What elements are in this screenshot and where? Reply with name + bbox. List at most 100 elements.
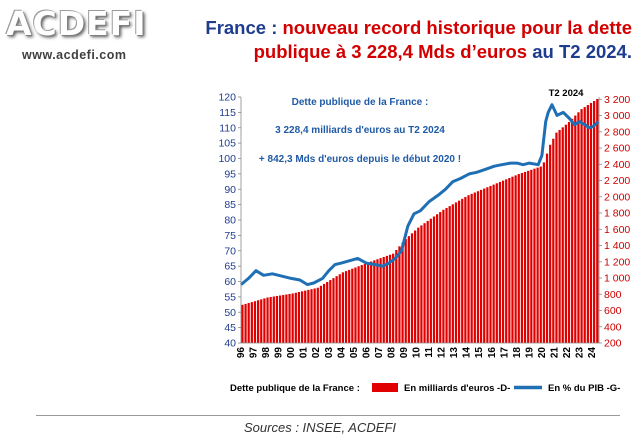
x-tick-label: 14 (462, 347, 473, 359)
debt-bar (555, 132, 558, 343)
debt-bar (379, 258, 382, 343)
legend-title: Dette publique de la France : (230, 383, 360, 394)
debt-bar (310, 289, 313, 343)
x-tick-label: 02 (311, 347, 322, 359)
debt-chart: 404550556065707580859095100105110115120 … (218, 88, 630, 394)
debt-bar (517, 174, 520, 343)
debt-bar (451, 204, 454, 343)
x-tick-label: 10 (412, 347, 423, 359)
x-tick-label: 04 (336, 347, 347, 359)
debt-bar (527, 170, 530, 343)
debt-bar (244, 303, 247, 343)
x-tick-label: 98 (261, 347, 272, 359)
debt-bar (278, 295, 282, 343)
x-tick-label: 23 (575, 347, 586, 359)
x-tick-label: 22 (562, 347, 573, 359)
debt-bar (467, 195, 470, 343)
debt-bar (313, 288, 316, 343)
debt-bar (266, 297, 269, 343)
debt-bar (275, 295, 279, 343)
annotation-line-1: Dette publique de la France : (292, 97, 429, 108)
debt-bar (574, 115, 577, 343)
right-tick-label: 400 (604, 321, 622, 333)
headline-part-3: au T2 2024. (527, 41, 632, 62)
debt-bar (363, 263, 367, 343)
right-tick-label: 3 200 (604, 94, 630, 106)
headline: France : nouveau record historique pour … (192, 16, 632, 64)
debt-bar (479, 189, 483, 343)
right-tick-label: 2 000 (604, 191, 630, 203)
debt-bar (260, 299, 263, 343)
x-tick-label: 20 (537, 347, 548, 359)
debt-bar (351, 268, 354, 343)
x-tick-label: 19 (524, 347, 535, 359)
debt-bar (508, 177, 511, 343)
x-tick-label: 17 (499, 347, 510, 359)
debt-bar (407, 236, 410, 343)
headline-part-2: nouveau record historique pour la dette … (253, 17, 632, 62)
left-tick-label: 120 (218, 92, 236, 104)
debt-bar (577, 112, 580, 343)
debt-bar (501, 180, 505, 343)
x-tick-label: 09 (399, 347, 410, 359)
debt-bar (498, 181, 502, 343)
right-tick-label: 1 600 (604, 224, 630, 236)
left-tick-label: 115 (219, 107, 236, 119)
debt-bar (322, 283, 326, 343)
debt-bar (288, 293, 291, 343)
x-tick-label: 13 (449, 347, 460, 359)
x-tick-label: 97 (249, 347, 260, 359)
right-axis-ticks: 200 400 600 800 1 000 1 200 1 400 1 600 1 800 2 0… (599, 94, 630, 350)
debt-bar (483, 188, 486, 343)
debt-bar (593, 101, 596, 344)
left-tick-label: 75 (224, 230, 236, 242)
right-tick-label: 1 000 (604, 273, 630, 285)
right-tick-label: 3 000 (604, 110, 630, 122)
x-tick-label: 99 (274, 347, 285, 359)
debt-bar (432, 216, 436, 343)
left-tick-label: 45 (224, 322, 236, 334)
left-tick-label: 105 (218, 138, 236, 150)
debt-bar (571, 118, 574, 344)
debt-bar (385, 255, 388, 343)
debt-bar (536, 167, 539, 343)
debt-bar (552, 138, 555, 343)
legend-bar-swatch (372, 383, 398, 392)
debt-bar (307, 289, 310, 343)
left-tick-label: 60 (224, 276, 236, 288)
debt-bar (580, 109, 583, 343)
x-tick-label: 01 (299, 347, 310, 359)
x-tick-label: 06 (361, 347, 372, 359)
debt-bar (370, 261, 373, 343)
right-tick-label: 200 (604, 338, 622, 350)
debt-bar (464, 196, 467, 343)
annotation-line-2: 3 228,4 milliards d'euros au T2 2024 (275, 125, 445, 136)
debt-bar (461, 198, 464, 343)
debt-bar (297, 292, 301, 343)
x-tick-label: 11 (424, 347, 435, 358)
x-tick-label: 05 (349, 347, 360, 359)
left-tick-label: 110 (219, 122, 236, 134)
debt-bar (329, 280, 332, 343)
left-tick-label: 80 (224, 215, 236, 227)
debt-bar (542, 162, 546, 343)
legend-bar-label: En milliards d'euros -D- (404, 383, 510, 394)
debt-bar (357, 266, 360, 343)
peak-label: T2 2024 (549, 88, 585, 99)
debt-bar (561, 127, 564, 343)
debt-bar (410, 233, 414, 343)
debt-bar (316, 287, 319, 343)
right-tick-label: 2 400 (604, 159, 630, 171)
debt-bar (436, 214, 439, 343)
left-tick-label: 65 (224, 261, 236, 273)
debt-bar (558, 129, 561, 343)
debt-bar (366, 262, 370, 343)
debt-bar (326, 281, 329, 343)
right-tick-label: 1 400 (604, 240, 630, 252)
debt-bar (338, 274, 341, 343)
debt-bar (476, 191, 480, 343)
debt-bar (404, 239, 407, 343)
bar-series (241, 99, 599, 344)
logo-text: ACDEFI (6, 4, 147, 43)
left-tick-label: 55 (224, 291, 236, 303)
